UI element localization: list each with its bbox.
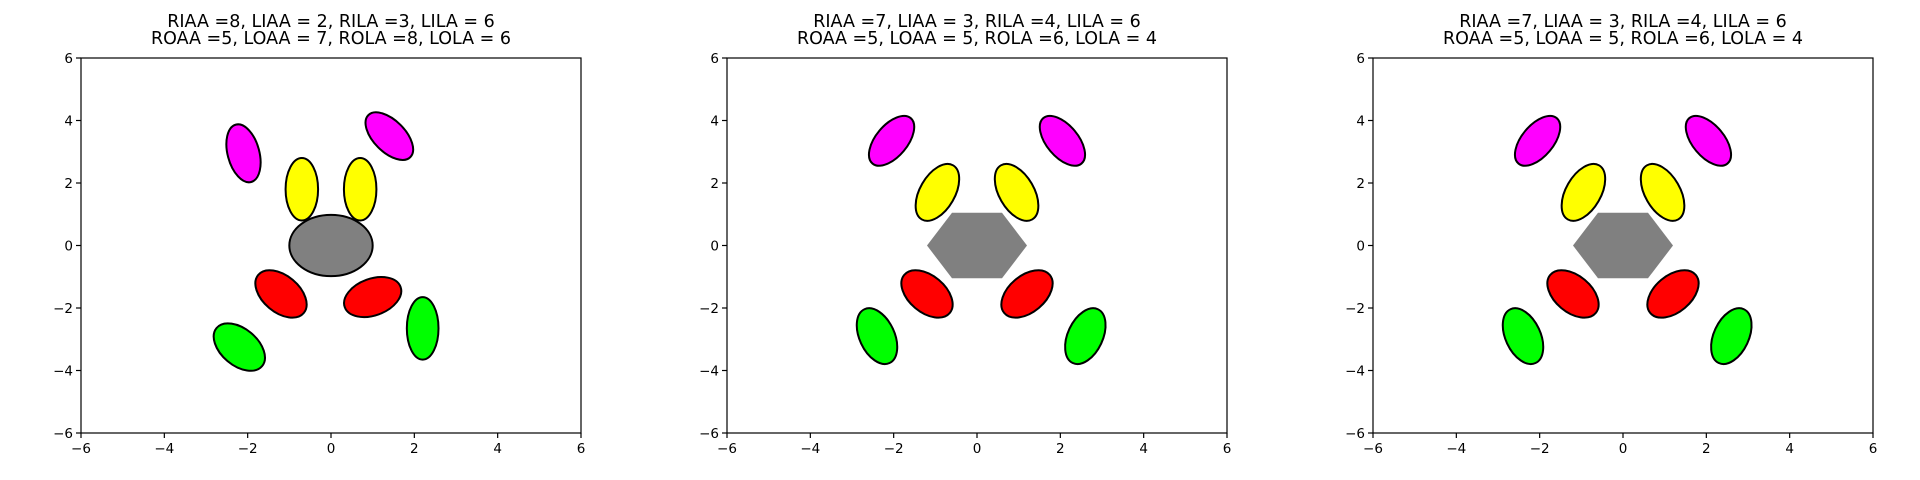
x-tick-label: 0 — [1619, 441, 1628, 457]
y-tick-label: 4 — [64, 114, 73, 130]
outer-limb-7 — [855, 307, 899, 366]
y-tick-label: −2 — [53, 301, 73, 317]
panel-2: RIAA =7, LIAA = 3, RILA =4, LILA = 6ROAA… — [699, 12, 1231, 457]
inner-limb-2 — [342, 157, 378, 222]
y-tick-label: 6 — [64, 51, 73, 67]
y-tick-label: 2 — [64, 176, 73, 192]
x-tick-label: 0 — [973, 441, 982, 457]
x-tick-label: 6 — [1223, 441, 1232, 457]
y-tick-label: −4 — [699, 364, 719, 380]
panel-title-line: RIAA =7, LIAA = 3, RILA =4, LILA = 6 — [813, 12, 1141, 32]
y-tick-label: 0 — [710, 239, 719, 255]
x-tick-label: −4 — [154, 441, 174, 457]
y-tick-label: −2 — [699, 301, 719, 317]
y-tick-label: 4 — [1356, 114, 1365, 130]
x-tick-label: 4 — [1139, 441, 1148, 457]
inner-limb-4 — [1000, 269, 1054, 319]
inner-limb-1 — [1560, 162, 1607, 222]
outer-limb-5 — [867, 114, 916, 167]
y-tick-label: 2 — [1356, 176, 1365, 192]
outer-limb-5 — [225, 123, 262, 184]
x-tick-label: 2 — [410, 441, 419, 457]
outer-limb-7 — [212, 322, 266, 372]
outer-limb-6 — [1038, 114, 1087, 167]
outer-limb-8 — [405, 296, 440, 361]
y-tick-label: −2 — [1345, 301, 1365, 317]
plot-area — [855, 114, 1107, 366]
outer-limb-6 — [364, 111, 415, 161]
y-tick-label: 4 — [710, 114, 719, 130]
panel-title-line: ROAA =5, LOAA = 5, ROLA =6, LOLA = 4 — [797, 29, 1157, 49]
x-tick-label: 2 — [1702, 441, 1711, 457]
inner-limb-4 — [343, 276, 403, 319]
x-tick-label: −4 — [800, 441, 820, 457]
inner-limb-3 — [900, 269, 954, 319]
x-tick-label: −6 — [1363, 441, 1383, 457]
panel-title-line: ROAA =5, LOAA = 5, ROLA =6, LOLA = 4 — [1443, 29, 1803, 49]
x-tick-label: 4 — [1785, 441, 1794, 457]
panel-title-line: ROAA =5, LOAA = 7, ROLA =8, LOLA = 6 — [151, 29, 511, 49]
x-tick-label: −4 — [1446, 441, 1466, 457]
panel-title-line: RIAA =8, LIAA = 2, RILA =3, LILA = 6 — [167, 12, 495, 32]
x-tick-label: 4 — [493, 441, 502, 457]
x-tick-label: 2 — [1056, 441, 1065, 457]
y-tick-label: −4 — [1345, 364, 1365, 380]
y-tick-label: 6 — [710, 51, 719, 67]
y-tick-label: −6 — [53, 426, 73, 442]
inner-limb-3 — [254, 269, 308, 319]
x-tick-label: 0 — [327, 441, 336, 457]
x-tick-label: −2 — [238, 441, 258, 457]
outer-limb-8 — [1710, 307, 1753, 366]
x-tick-label: −2 — [1530, 441, 1550, 457]
outer-limb-5 — [1513, 114, 1562, 167]
y-tick-label: −6 — [699, 426, 719, 442]
y-tick-label: −6 — [1345, 426, 1365, 442]
plot-area — [1501, 114, 1753, 366]
plot-area — [212, 111, 440, 372]
outer-limb-6 — [1684, 114, 1733, 167]
body-ellipse — [288, 213, 374, 278]
inner-limb-1 — [914, 162, 961, 222]
x-tick-label: 6 — [1869, 441, 1878, 457]
y-tick-label: 0 — [64, 239, 73, 255]
panel-1: RIAA =8, LIAA = 2, RILA =3, LILA = 6ROAA… — [53, 12, 585, 457]
body-hexagon — [1573, 212, 1673, 279]
panel-3: RIAA =7, LIAA = 3, RILA =4, LILA = 6ROAA… — [1345, 12, 1877, 457]
x-tick-label: −6 — [717, 441, 737, 457]
inner-limb-1 — [284, 157, 320, 222]
x-tick-label: −6 — [71, 441, 91, 457]
x-tick-label: 6 — [577, 441, 586, 457]
panel-title-line: RIAA =7, LIAA = 3, RILA =4, LILA = 6 — [1459, 12, 1787, 32]
inner-limb-2 — [993, 162, 1040, 222]
y-tick-label: −4 — [53, 364, 73, 380]
y-tick-label: 2 — [710, 176, 719, 192]
inner-limb-2 — [1639, 162, 1686, 222]
outer-limb-8 — [1064, 307, 1107, 366]
inner-limb-4 — [1646, 269, 1700, 319]
y-tick-label: 6 — [1356, 51, 1365, 67]
outer-limb-7 — [1501, 307, 1545, 366]
body-hexagon — [927, 212, 1027, 279]
inner-limb-3 — [1546, 269, 1600, 319]
y-tick-label: 0 — [1356, 239, 1365, 255]
x-tick-label: −2 — [884, 441, 904, 457]
